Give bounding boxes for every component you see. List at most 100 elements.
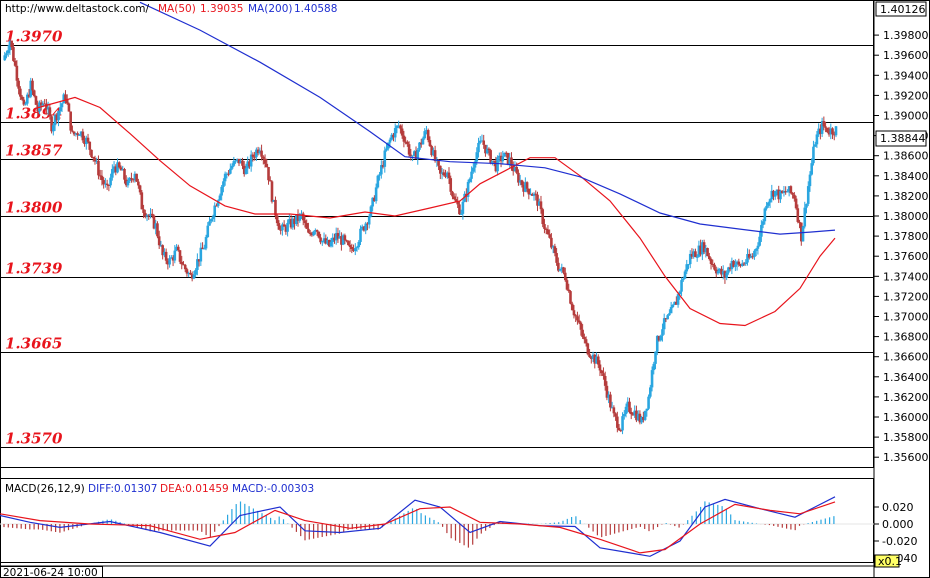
candle-body — [395, 125, 399, 129]
candle-body — [166, 260, 170, 265]
candle-body — [149, 213, 152, 217]
candle-body — [133, 173, 137, 180]
candle-body — [216, 200, 220, 206]
candle-body — [539, 201, 543, 210]
level-label: 1.3665 — [5, 335, 62, 353]
candle-body — [666, 315, 669, 320]
candle-body — [223, 173, 227, 182]
ma50-line — [34, 96, 836, 327]
source-url[interactable]: http://www.deltastock.com/ — [5, 3, 150, 15]
candle-body — [308, 232, 312, 234]
candle-body — [813, 144, 817, 147]
candle-body — [69, 111, 72, 131]
candle-body — [140, 192, 144, 210]
macd-tick-label: 0.000 — [882, 518, 914, 531]
candle-body — [491, 160, 494, 164]
candle-body — [131, 179, 135, 181]
candle-body — [723, 271, 727, 278]
candle-body — [820, 121, 824, 134]
macd-diff: DIFF:0.01307 — [88, 483, 157, 495]
candle-body — [459, 213, 463, 215]
candle-body — [419, 142, 423, 145]
candle-body — [463, 193, 466, 202]
candle-body — [791, 192, 794, 195]
candle-body — [263, 158, 267, 164]
candle-body — [355, 247, 359, 249]
candle-body — [680, 280, 683, 292]
candle-body — [402, 135, 406, 142]
level-label: 1.3800 — [5, 199, 63, 217]
candle-body — [392, 134, 395, 138]
candle-body — [496, 157, 499, 172]
candle-body — [336, 233, 340, 239]
level-label: 1.3970 — [5, 28, 63, 46]
candle-body — [367, 216, 371, 225]
candle-body — [756, 245, 760, 249]
candle-body — [673, 301, 676, 305]
candle-body — [628, 401, 631, 412]
candle-body — [770, 190, 774, 200]
candle-body — [541, 209, 545, 225]
candle-body — [451, 191, 454, 197]
candle-body — [48, 107, 52, 117]
candle-body — [274, 199, 277, 216]
candle-body — [701, 242, 704, 255]
candle-body — [591, 354, 595, 359]
candle-body — [470, 171, 473, 179]
candle-body — [180, 261, 184, 265]
macd-dea-line — [0, 501, 836, 554]
candle-body — [452, 196, 456, 200]
candle-body — [253, 156, 256, 158]
candle-body — [95, 160, 99, 162]
candle-body — [614, 413, 617, 417]
candle-body — [761, 221, 765, 225]
candle-body — [694, 251, 697, 258]
candle-body — [78, 134, 81, 136]
candle-body — [414, 151, 418, 160]
scale-factor[interactable]: x0.1 — [878, 555, 902, 568]
candle-body — [442, 172, 446, 176]
candle-body — [758, 236, 761, 246]
candle-body — [671, 304, 675, 308]
candle-body — [117, 162, 121, 168]
candle-body — [43, 103, 46, 105]
candle-body — [255, 149, 258, 158]
candle-body — [366, 223, 369, 225]
candle-body — [57, 111, 60, 121]
candle-body — [229, 168, 232, 174]
candle-body — [801, 226, 805, 242]
candle-body — [114, 166, 118, 173]
candle-body — [605, 385, 609, 398]
macd-value: MACD:-0.00303 — [232, 483, 314, 495]
candle-body — [557, 262, 560, 271]
candle-body — [5, 53, 8, 56]
candle-body — [432, 150, 435, 156]
candle-body — [343, 235, 347, 241]
candle-body — [425, 130, 428, 132]
candle-body — [305, 223, 308, 229]
last-price: 1.38844 — [880, 132, 926, 145]
candle-body — [50, 116, 53, 132]
candle-body — [249, 154, 253, 167]
price-tick-label: 1.39000 — [883, 110, 929, 123]
candle-body — [178, 250, 182, 262]
candle-body — [161, 245, 164, 256]
candle-body — [583, 336, 586, 340]
candle-body — [289, 219, 293, 228]
candle-body — [315, 230, 319, 232]
candle-body — [655, 335, 659, 352]
candle-body — [777, 189, 781, 200]
candle-body — [317, 231, 321, 238]
candle-body — [32, 90, 36, 97]
candle-body — [645, 408, 649, 411]
candle-body — [327, 239, 331, 247]
candle-body — [548, 234, 551, 238]
candle-body — [322, 238, 326, 242]
candle-body — [324, 238, 328, 244]
candle-body — [25, 94, 29, 104]
candle-body — [676, 294, 680, 305]
candle-body — [730, 260, 734, 270]
candle-body — [237, 158, 241, 164]
candle-body — [517, 172, 520, 183]
price-tick-label: 1.36400 — [883, 371, 929, 384]
